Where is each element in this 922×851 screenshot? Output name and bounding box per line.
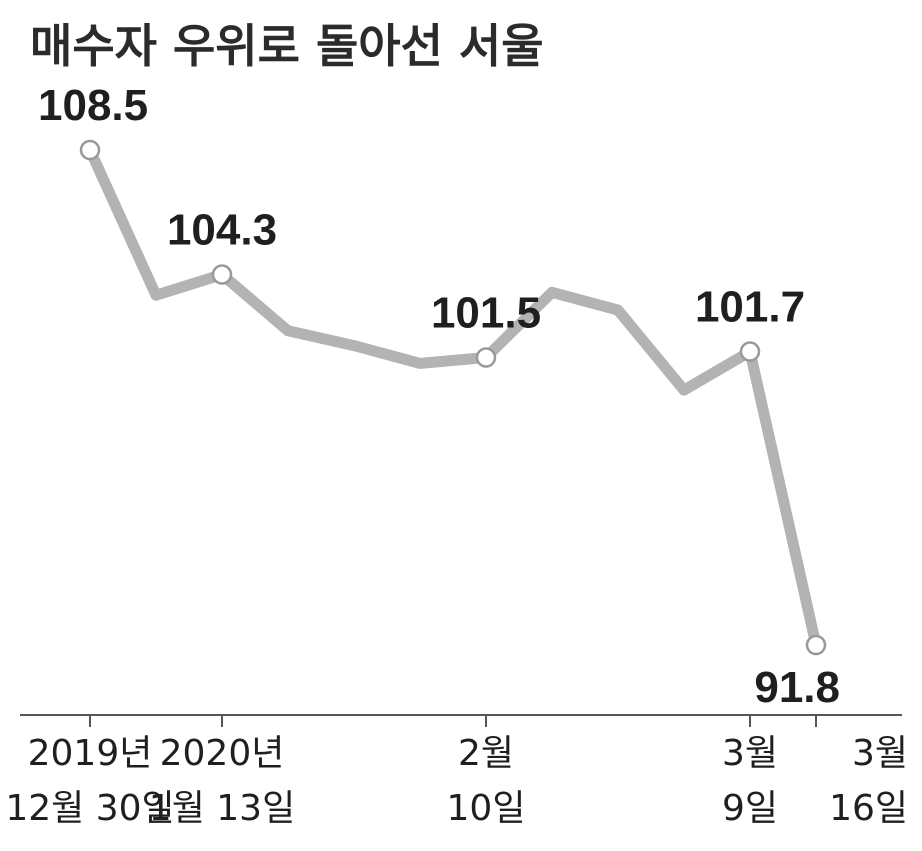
data-point-marker (805, 634, 827, 656)
x-tick-label: 1월 13일 (149, 788, 295, 829)
series-line (84, 144, 822, 651)
x-tick-label: 10일 (447, 788, 526, 829)
data-label: 104.3 (167, 205, 277, 254)
x-tick-label: 12월 30일 (5, 788, 174, 829)
x-tick-label: 16일 (829, 788, 908, 829)
data-label: 91.8 (754, 663, 840, 712)
data-label: 101.5 (431, 288, 541, 337)
data-point-marker (211, 264, 233, 285)
x-tick-label: 2020년 (160, 733, 285, 774)
data-point-marker (79, 139, 101, 161)
x-tick-label: 3월 (852, 733, 908, 774)
x-tick-label: 2월 (458, 733, 514, 774)
plot-area: 108.5 104.3 101.5 101.7 91.8 2019년 12월 30일 2020… (5, 81, 908, 829)
x-tick-label: 3월 (722, 733, 778, 774)
x-tick-label: 9일 (722, 788, 778, 829)
chart-title: 매수자 우위로 돌아선 서울 (30, 19, 544, 73)
data-label: 101.7 (695, 283, 805, 332)
x-tick-label: 2019년 (28, 733, 153, 774)
data-point-marker (475, 347, 497, 368)
data-label: 108.5 (38, 81, 148, 130)
data-point-marker (739, 341, 761, 362)
